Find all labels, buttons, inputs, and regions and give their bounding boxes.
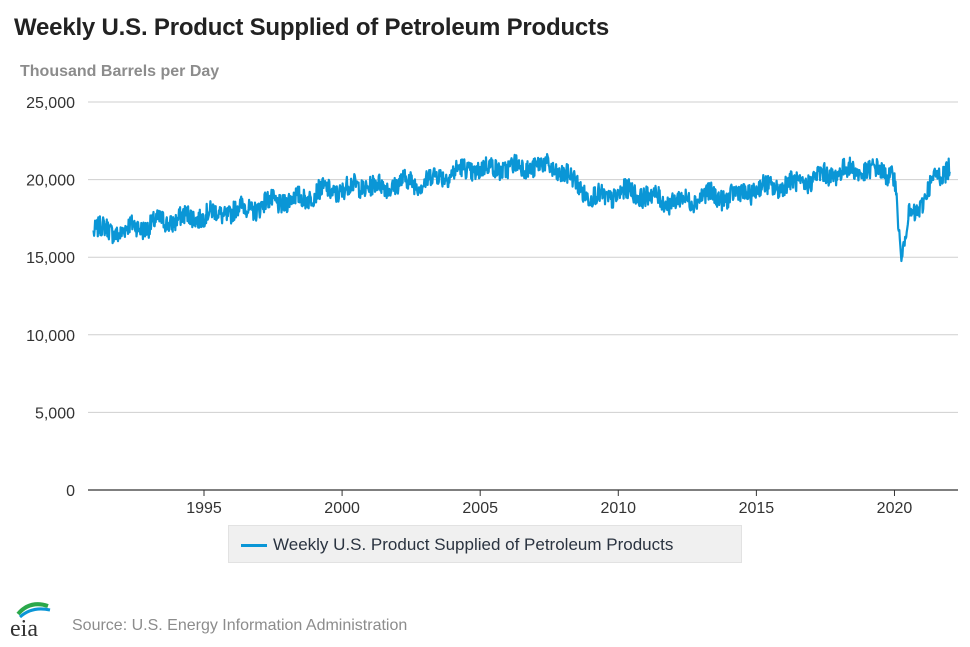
gridlines bbox=[88, 101, 958, 413]
y-tick-label: 5,000 bbox=[35, 405, 75, 422]
x-tick-label: 2010 bbox=[600, 500, 636, 517]
y-tick-label: 10,000 bbox=[26, 328, 75, 345]
legend-label: Weekly U.S. Product Supplied of Petroleu… bbox=[273, 535, 674, 554]
x-tick-labels: 1995 2000 2005 2010 2015 2020 bbox=[186, 490, 912, 517]
x-tick-label: 2015 bbox=[739, 500, 775, 517]
y-tick-label: 25,000 bbox=[26, 95, 75, 112]
y-tick-label: 0 bbox=[66, 483, 75, 500]
y-units-label: Thousand Barrels per Day bbox=[20, 63, 220, 80]
chart-title: Weekly U.S. Product Supplied of Petroleu… bbox=[14, 14, 609, 41]
eia-logo-icon: eia bbox=[10, 602, 51, 640]
y-tick-label: 20,000 bbox=[26, 173, 75, 190]
series-line bbox=[92, 153, 951, 263]
legend[interactable]: Weekly U.S. Product Supplied of Petroleu… bbox=[228, 525, 742, 563]
x-tick-label: 1995 bbox=[186, 500, 222, 517]
x-tick-label: 2020 bbox=[877, 500, 913, 517]
legend-swatch bbox=[241, 544, 267, 547]
x-tick-label: 2005 bbox=[462, 500, 498, 517]
y-tick-label: 15,000 bbox=[26, 250, 75, 267]
x-tick-label: 2000 bbox=[324, 500, 360, 517]
y-tick-labels: 0 5,000 10,000 15,000 20,000 25,000 bbox=[26, 95, 75, 500]
source-note: Source: U.S. Energy Information Administ… bbox=[72, 617, 408, 634]
svg-text:eia: eia bbox=[10, 616, 38, 640]
